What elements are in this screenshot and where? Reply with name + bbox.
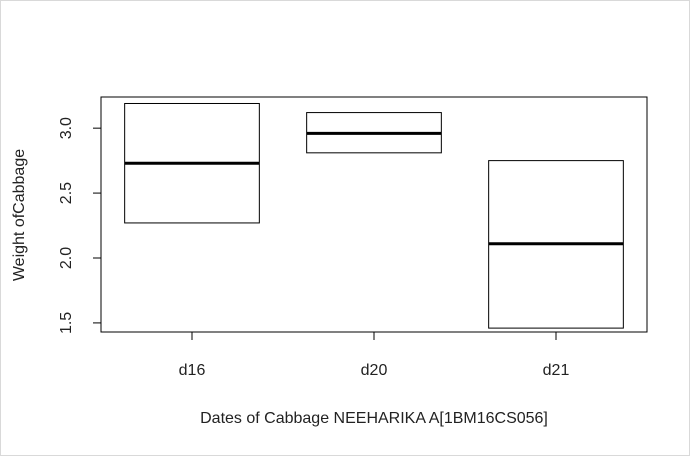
y-tick-label-3.0: 3.0	[58, 117, 75, 139]
y-axis-label: Weight ofCabbage	[11, 149, 28, 281]
y-tick-label-1.5: 1.5	[58, 312, 75, 334]
x-axis-label: Dates of Cabbage NEEHARIKA A[1BM16CS056]	[200, 410, 548, 427]
y-axis: 1.5 2.0 2.5 3.0	[58, 117, 102, 334]
x-tick-label-d16: d16	[179, 362, 206, 379]
x-axis: d16 d20 d21	[179, 332, 570, 379]
y-tick-label-2.0: 2.0	[58, 247, 75, 269]
boxes-group	[124, 102, 624, 329]
x-tick-label-d21: d21	[543, 362, 570, 379]
y-tick-label-2.5: 2.5	[58, 182, 75, 204]
x-tick-label-d20: d20	[361, 362, 388, 379]
